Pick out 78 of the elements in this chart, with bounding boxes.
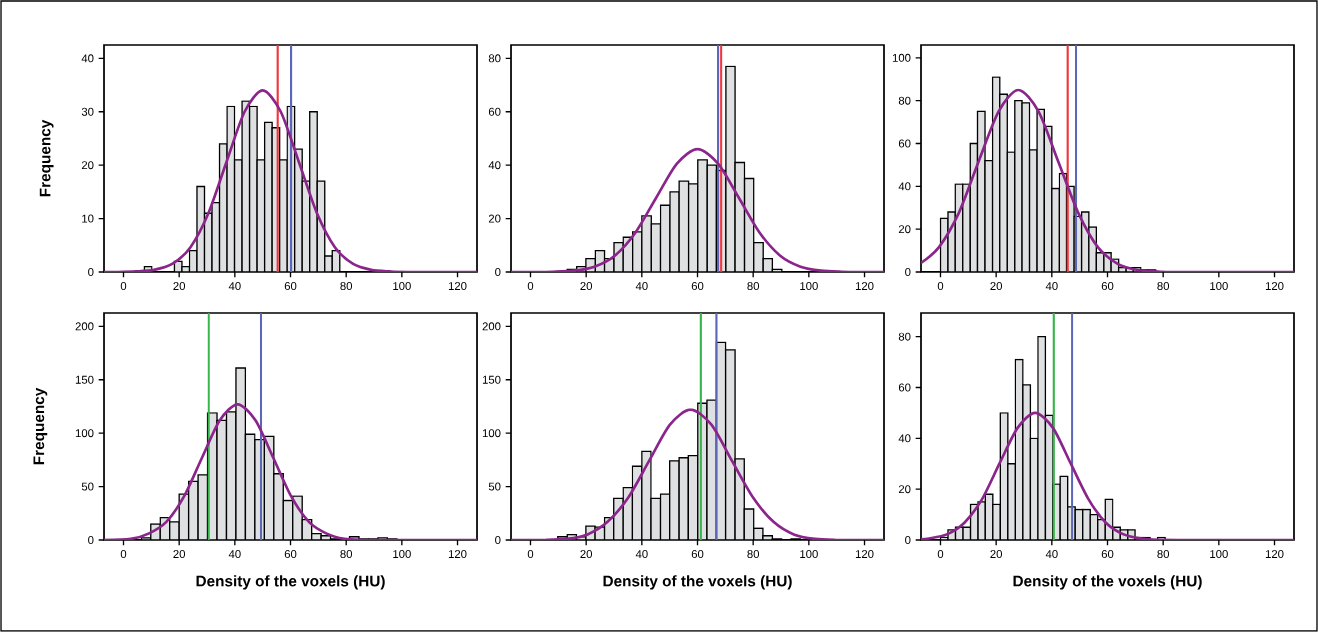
x-tick-label: 80: [747, 550, 760, 559]
x-tick-label: 60: [691, 282, 704, 291]
y-tick-label: 0: [88, 267, 94, 276]
y-tick-label: 40: [898, 434, 911, 443]
y-axis-title: Frequency: [39, 119, 54, 197]
y-tick-label: 40: [81, 54, 94, 63]
x-tick-label: 20: [990, 550, 1003, 559]
x-tick-label: 40: [1045, 282, 1058, 291]
y-tick-label: 60: [488, 107, 501, 116]
x-tick-label: 80: [340, 550, 353, 559]
x-tick-label: 80: [1157, 550, 1170, 559]
y-tick-label: 0: [495, 267, 501, 276]
x-tick-label: 120: [855, 282, 874, 291]
y-tick-label: 0: [495, 535, 501, 544]
x-tick-label: 100: [800, 282, 818, 291]
x-tick-label: 40: [635, 282, 648, 291]
x-tick-label: 60: [284, 550, 297, 559]
y-tick-label: 0: [88, 535, 94, 544]
y-tick-label: 60: [898, 139, 911, 148]
x-tick-label: 20: [990, 282, 1003, 291]
y-tick-label: 200: [482, 322, 501, 331]
y-tick-label: 80: [488, 54, 501, 63]
y-tick-label: 0: [905, 535, 911, 544]
y-tick-label: 40: [488, 161, 501, 170]
x-tick-label: 120: [855, 550, 874, 559]
x-tick-label: 100: [393, 282, 411, 291]
x-tick-label: 120: [1265, 282, 1284, 291]
x-tick-label: 20: [173, 550, 186, 559]
x-tick-label: 0: [527, 282, 534, 291]
x-tick-label: 0: [937, 282, 944, 291]
x-tick-label: 120: [1265, 550, 1284, 559]
x-tick-label: 40: [1045, 550, 1058, 559]
x-tick-label: 120: [448, 282, 467, 291]
x-tick-label: 0: [527, 550, 534, 559]
x-tick-label: 60: [1101, 282, 1114, 291]
y-tick-label: 0: [905, 267, 911, 276]
y-tick-label: 20: [81, 161, 94, 170]
y-tick-label: 50: [488, 482, 501, 491]
y-tick-label: 200: [75, 322, 94, 331]
y-tick-label: 100: [892, 53, 911, 62]
x-tick-label: 100: [393, 550, 411, 559]
y-tick-label: 80: [898, 332, 911, 341]
x-tick-label: 120: [448, 550, 467, 559]
x-tick-label: 100: [1210, 550, 1228, 559]
x-tick-label: 100: [1210, 282, 1228, 291]
x-tick-label: 80: [747, 282, 760, 291]
x-axis-title: Density of the voxels (HU): [1013, 575, 1202, 590]
x-tick-label: 0: [937, 550, 944, 559]
x-axis-title: Density of the voxels (HU): [603, 575, 792, 590]
y-tick-label: 100: [482, 429, 501, 438]
y-tick-label: 60: [898, 383, 911, 392]
y-tick-label: 50: [81, 482, 94, 491]
y-axis-title: Frequency: [33, 387, 48, 465]
y-tick-label: 100: [75, 429, 94, 438]
x-tick-label: 60: [1101, 550, 1114, 559]
x-tick-label: 40: [228, 282, 241, 291]
x-tick-label: 40: [228, 550, 241, 559]
y-tick-label: 30: [81, 107, 94, 116]
y-tick-label: 20: [488, 214, 501, 223]
x-tick-label: 80: [340, 282, 353, 291]
x-tick-label: 40: [635, 550, 648, 559]
y-tick-label: 150: [482, 375, 501, 384]
y-tick-label: 40: [898, 182, 911, 191]
x-tick-label: 0: [120, 282, 127, 291]
x-tick-label: 80: [1157, 282, 1170, 291]
x-tick-label: 60: [691, 550, 704, 559]
y-tick-label: 80: [898, 96, 911, 105]
x-tick-label: 20: [580, 282, 593, 291]
x-tick-label: 20: [580, 550, 593, 559]
y-tick-label: 10: [82, 214, 94, 223]
y-tick-label: 150: [75, 375, 94, 384]
x-axis-title: Density of the voxels (HU): [196, 575, 385, 590]
y-tick-label: 20: [898, 225, 911, 234]
x-tick-label: 100: [800, 550, 818, 559]
x-tick-label: 60: [284, 282, 297, 291]
x-tick-label: 0: [120, 550, 127, 559]
y-tick-label: 20: [898, 485, 911, 494]
x-tick-label: 20: [173, 282, 186, 291]
